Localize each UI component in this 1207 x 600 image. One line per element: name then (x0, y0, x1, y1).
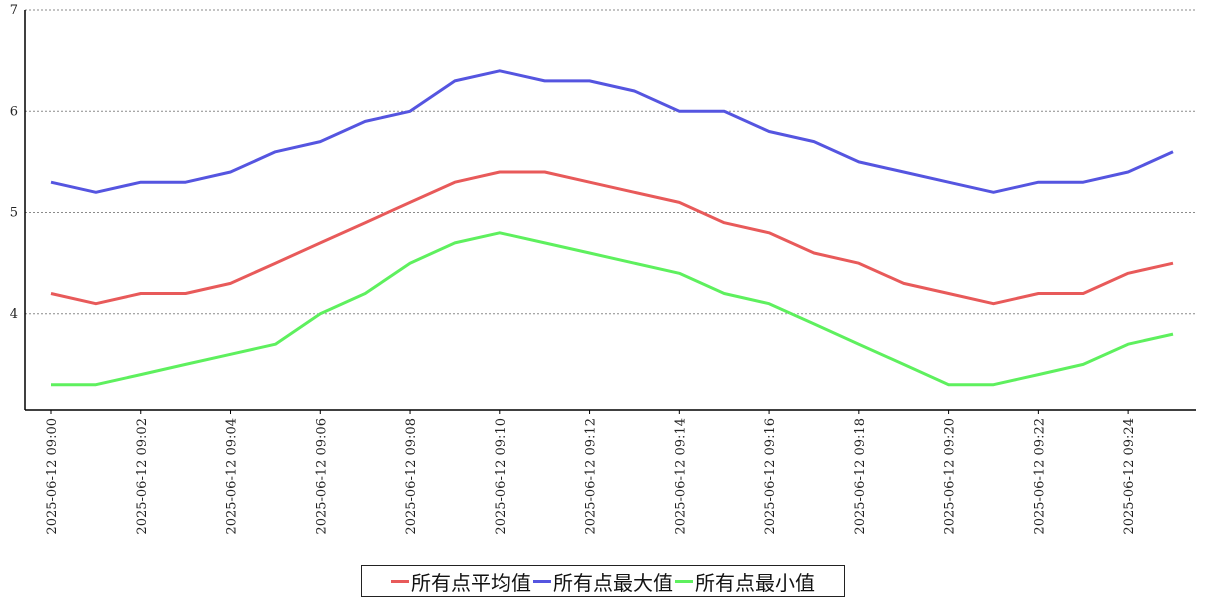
legend-item-3: 所有点最小值 (675, 567, 815, 596)
axes (24, 10, 1196, 411)
legend-swatch (533, 579, 551, 583)
x-tick-label: 2025-06-12 09:14 (673, 418, 688, 535)
series-lines (50, 69, 1174, 387)
legend-label: 所有点平均值 (411, 570, 531, 595)
y-tick-label: 5 (10, 206, 18, 221)
grid-lines (25, 9, 1196, 315)
legend-item-1: 所有点平均值 (391, 567, 531, 596)
x-tick-label: 2025-06-12 09:18 (853, 418, 868, 535)
x-tick-label: 2025-06-12 09:00 (45, 418, 60, 535)
x-tick-label: 2025-06-12 09:04 (225, 418, 240, 535)
x-tick-label: 2025-06-12 09:02 (135, 418, 150, 535)
series-line-1 (50, 170, 1174, 306)
legend-item-2: 所有点最大值 (533, 567, 673, 596)
x-tick-label: 2025-06-12 09:22 (1032, 418, 1047, 535)
legend-swatch (391, 579, 409, 583)
y-tick-label: 7 (10, 3, 18, 18)
legend-label: 所有点最大值 (553, 570, 673, 595)
y-tick-labels: 4 5 6 7 (10, 3, 18, 322)
legend: 所有点平均值 所有点最大值 所有点最小值 (361, 565, 845, 597)
series-line-2 (50, 69, 1174, 194)
x-tick-label: 2025-06-12 09:16 (763, 418, 778, 535)
series-line-3 (51, 231, 1174, 387)
x-tick-label: 2025-06-12 09:08 (404, 418, 419, 535)
x-tick-label: 2025-06-12 09:24 (1122, 418, 1137, 535)
y-tick-label: 4 (10, 307, 18, 322)
x-tick-label: 2025-06-12 09:10 (494, 418, 509, 535)
y-tick-label: 6 (10, 104, 18, 119)
x-tick-label: 2025-06-12 09:20 (943, 418, 958, 535)
legend-swatch (675, 579, 693, 583)
x-tick-labels: 2025-06-12 09:00 2025-06-12 09:02 2025-06-… (45, 410, 1137, 535)
x-tick-label: 2025-06-12 09:12 (584, 418, 599, 535)
x-tick-label: 2025-06-12 09:06 (314, 418, 329, 535)
legend-label: 所有点最小值 (695, 570, 815, 595)
